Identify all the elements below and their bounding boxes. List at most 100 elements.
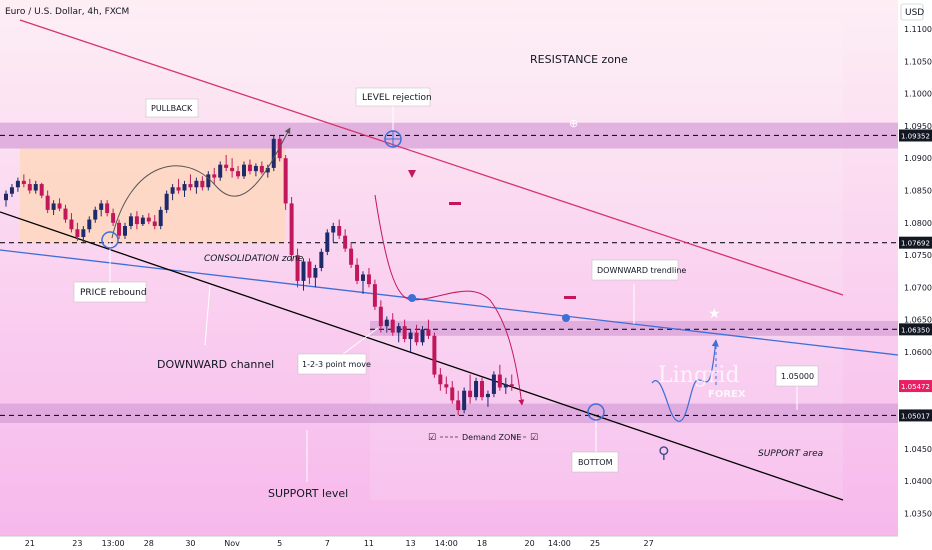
candle-body <box>236 171 241 177</box>
candle <box>212 167 217 185</box>
price-label: 1.05017 <box>899 409 932 422</box>
x-tick-label: 28 <box>144 539 154 548</box>
candle <box>456 390 461 416</box>
candle-body <box>242 164 246 177</box>
candle-body <box>247 164 252 172</box>
projection-wave <box>651 339 719 422</box>
candle <box>485 390 490 407</box>
candle <box>343 229 348 252</box>
candle-body <box>265 167 270 173</box>
candle-body <box>51 203 56 210</box>
candle <box>420 326 425 346</box>
zone-band <box>370 320 898 336</box>
candle-body <box>75 229 80 238</box>
point-dot-2 <box>562 314 570 322</box>
resistance-trendline <box>19 19 844 296</box>
candle-body <box>134 216 139 225</box>
candle-body <box>378 306 383 327</box>
candle <box>271 135 276 172</box>
candle-body <box>503 384 508 388</box>
price-label-text: 1.06350 <box>901 326 930 334</box>
x-tick-label: 21 <box>25 539 35 548</box>
candle-body <box>432 335 437 375</box>
candle-body <box>295 255 300 281</box>
candle-body <box>402 326 407 340</box>
price-label: 1.05472 <box>899 380 932 393</box>
candle <box>4 190 8 207</box>
candles-layer <box>4 135 514 416</box>
price-label-bg <box>899 236 932 249</box>
candle <box>289 196 294 262</box>
price-label-bg <box>899 380 932 393</box>
chart-header: Euro / U.S. Dollar, 4h, FXCM <box>5 7 129 17</box>
candle-body <box>450 387 455 401</box>
candle <box>366 268 371 288</box>
price-label-text: 1.05017 <box>901 412 930 420</box>
y-tick-label: 1.08000 <box>904 219 932 228</box>
candle <box>349 242 354 268</box>
candle <box>99 200 104 217</box>
x-tick-label: 23 <box>72 539 82 548</box>
pullback-curve <box>111 127 291 239</box>
candle-body <box>158 209 163 227</box>
candle <box>123 222 127 239</box>
candle <box>140 215 145 227</box>
candle-body <box>81 229 86 238</box>
candle-body <box>283 158 288 204</box>
candle-body <box>69 219 74 230</box>
candle-body <box>93 209 98 220</box>
candle <box>509 374 514 391</box>
candle <box>128 213 133 230</box>
candle <box>480 377 484 401</box>
candle <box>438 368 443 391</box>
price-label-bg <box>899 129 932 142</box>
currency-box[interactable] <box>900 3 924 21</box>
candle <box>51 200 56 216</box>
candle-body <box>361 274 365 281</box>
candle-body <box>485 393 490 398</box>
candle <box>206 171 211 191</box>
candle <box>63 204 68 223</box>
candle-body <box>414 332 419 343</box>
y-tick-label: 1.07000 <box>904 283 932 292</box>
bottom-box <box>571 451 619 473</box>
candle-body <box>123 226 127 236</box>
y-tick-label: 1.08500 <box>904 187 932 196</box>
candle <box>384 316 389 333</box>
price-label-text: 1.07692 <box>901 240 930 248</box>
candle <box>497 364 502 391</box>
x-tick-label: 13 <box>406 539 416 548</box>
x-tick-label: 27 <box>644 539 654 548</box>
candle-body <box>253 165 258 172</box>
candle <box>176 178 181 194</box>
rebound-circle <box>101 231 119 249</box>
candle-body <box>509 384 514 387</box>
consolidation-zone <box>20 148 286 243</box>
channel-bottom-line <box>0 211 844 501</box>
candle <box>236 165 241 179</box>
candle <box>182 180 187 197</box>
time-axis[interactable]: 21 23 13:00 28 30 Nov 5 7 11 13 14:00 18 20 14:00 25 27 <box>25 539 654 548</box>
candle <box>134 211 139 230</box>
x-tick-label: 14:00 <box>548 539 571 548</box>
candle <box>432 332 437 378</box>
y-tick-label: 1.10500 <box>904 57 932 66</box>
candle <box>87 216 92 233</box>
price-label: 1.09352 <box>899 129 932 142</box>
y-tick-label: 1.04000 <box>904 477 932 486</box>
channel-pointer <box>204 284 211 346</box>
candle <box>117 219 122 239</box>
currency-label[interactable]: USD <box>905 8 924 18</box>
candle-body <box>188 184 193 188</box>
candle-body <box>105 203 110 214</box>
candle <box>378 300 383 333</box>
candle-body <box>438 374 443 385</box>
price-label: 1.06350 <box>899 323 932 336</box>
candle <box>9 184 14 197</box>
candle <box>390 313 395 336</box>
price-label-text: 1.05472 <box>901 383 930 391</box>
x-tick-label: 30 <box>185 539 195 548</box>
support-area-label: SUPPORT area <box>758 449 823 459</box>
